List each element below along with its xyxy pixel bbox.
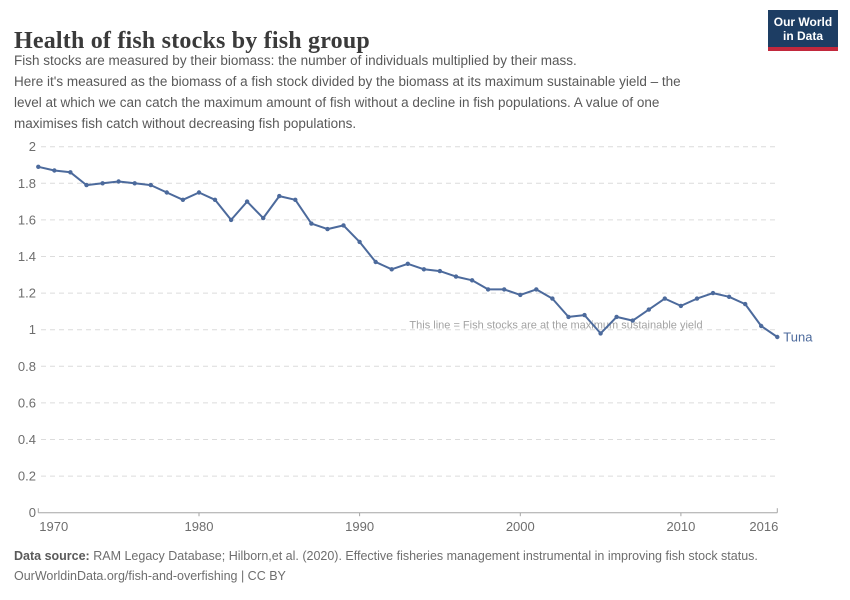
data-point [694, 296, 700, 301]
x-tick-label: 1990 [345, 519, 374, 534]
y-tick-label: 1.4 [18, 249, 36, 264]
data-point [582, 312, 587, 318]
data-point [743, 301, 748, 307]
data-point [485, 287, 491, 292]
data-point [502, 287, 507, 292]
subtitle-line: Fish stocks are measured by their biomas… [14, 53, 577, 68]
data-point [550, 296, 555, 301]
data-point [373, 259, 378, 265]
data-point [469, 278, 475, 283]
data-point [357, 239, 362, 245]
chart-footer: Data source: RAM Legacy Database; Hilbor… [14, 546, 836, 586]
chart-subtitle: Fish stocks are measured by their biomas… [14, 50, 681, 134]
data-point [212, 197, 218, 202]
x-tick-label: 1970 [39, 519, 68, 534]
data-point [180, 197, 186, 202]
data-point [614, 314, 619, 320]
y-tick-label: 1 [29, 322, 36, 337]
data-point [68, 170, 73, 175]
subtitle-line: level at which we can catch the maximum … [14, 95, 660, 110]
x-tick-label: 2016 [749, 519, 778, 534]
data-point [662, 296, 667, 301]
subtitle-line: maximises fish catch without decreasing … [14, 116, 357, 131]
page-title: Health of fish stocks by fish group [14, 28, 370, 55]
data-point [164, 190, 169, 195]
series-label: Tuna [783, 330, 813, 345]
data-point [389, 267, 394, 272]
data-point [646, 307, 651, 312]
data-point [678, 303, 684, 309]
data-point [759, 323, 764, 329]
data-point [566, 314, 571, 320]
data-point [534, 287, 539, 292]
data-point [630, 318, 635, 323]
data-point [196, 190, 202, 195]
y-tick-label: 0.8 [18, 359, 36, 374]
x-tick-label: 2010 [666, 519, 695, 534]
y-tick-label: 0.2 [18, 469, 36, 484]
data-point [84, 182, 89, 188]
data-point [405, 261, 410, 266]
msy-annotation: This line = Fish stocks are at the maxim… [409, 320, 702, 332]
data-point [518, 292, 523, 298]
owid-logo-text: Our World in Data [768, 10, 838, 47]
data-point [598, 331, 603, 336]
data-point [710, 290, 716, 296]
data-point [437, 268, 443, 274]
data-source-line: Data source: RAM Legacy Database; Hilbor… [14, 546, 836, 566]
data-point [100, 181, 105, 186]
owid-logo-red-stripe [768, 47, 838, 51]
data-point [277, 193, 282, 199]
data-point [325, 226, 330, 232]
license-line: OurWorldinData.org/fish-and-overfishing … [14, 569, 286, 583]
data-source-text: RAM Legacy Database; Hilborn,et al. (202… [89, 549, 758, 563]
y-tick-label: 1.8 [18, 176, 36, 191]
x-tick-label: 1980 [185, 519, 214, 534]
data-point [116, 179, 121, 184]
y-tick-label: 1.2 [18, 286, 36, 301]
data-point [775, 334, 780, 340]
data-point [36, 164, 41, 169]
y-tick-label: 0 [29, 505, 36, 520]
data-point [52, 168, 57, 173]
subtitle-line: Here it's measured as the biomass of a f… [14, 74, 681, 89]
data-point [421, 267, 427, 272]
y-tick-label: 0.4 [18, 432, 36, 447]
x-tick-label: 2000 [506, 519, 535, 534]
data-point [228, 217, 234, 223]
data-point [341, 223, 346, 228]
data-point [261, 215, 266, 221]
data-point [148, 182, 153, 188]
y-tick-label: 1.6 [18, 212, 36, 227]
data-point [726, 294, 732, 299]
owid-logo[interactable]: Our World in Data [768, 10, 838, 51]
tuna-series-line [37, 165, 779, 338]
y-tick-label: 0.6 [18, 395, 36, 410]
data-point [453, 274, 459, 279]
data-source-label: Data source: [14, 549, 90, 563]
data-point [132, 181, 137, 186]
data-point [293, 197, 298, 202]
y-tick-label: 2 [29, 139, 36, 154]
data-point [309, 221, 314, 226]
data-point [244, 199, 250, 204]
